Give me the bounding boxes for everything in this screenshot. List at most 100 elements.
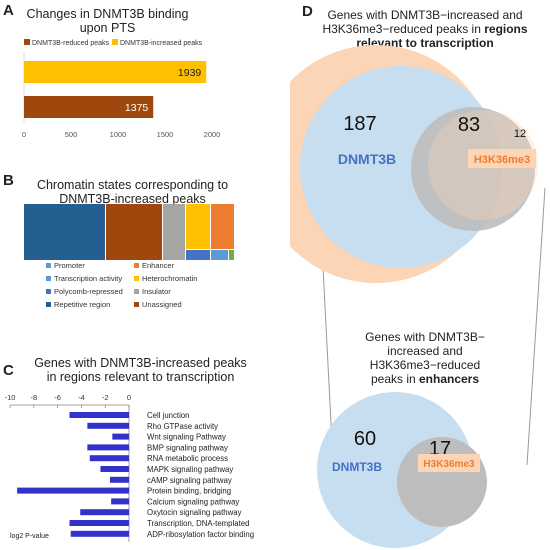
bar-label-a-1: 1375 bbox=[125, 102, 149, 114]
venn1-overlap bbox=[411, 107, 535, 231]
legend-label-a-0: DNMT3B-reduced peaks bbox=[32, 40, 110, 47]
tick-c-3: -4 bbox=[78, 393, 85, 402]
treemap-heterochromatin bbox=[186, 204, 210, 249]
category-label-c-6: cAMP signaling pathway bbox=[147, 476, 232, 485]
panel-d-top-title-line2b: regions bbox=[484, 22, 528, 36]
legend-label-b-left-1: Transcription activity bbox=[54, 274, 122, 283]
tick-a-2: 1000 bbox=[110, 130, 127, 139]
category-label-c-11: ADP-ribosylation factor binding bbox=[147, 530, 254, 539]
legend-label-b-right-0: Enhancer bbox=[142, 261, 175, 270]
panel-d-bottom-title-line1: Genes with DNMT3B− bbox=[365, 330, 485, 344]
legend-label-b-left-3: Repetitive region bbox=[54, 300, 110, 309]
treemap-repetitive bbox=[229, 250, 234, 260]
treemap-polycomb bbox=[186, 250, 210, 260]
category-label-c-10: Transcription, DNA-templated bbox=[147, 519, 249, 528]
tick-a-0: 0 bbox=[22, 130, 26, 139]
bar-c-5 bbox=[100, 466, 129, 472]
treemap-enhancer bbox=[106, 204, 162, 260]
tick-a-4: 2000 bbox=[204, 130, 221, 139]
legend-label-b-right-3: Unassigned bbox=[142, 300, 182, 309]
panel-c-chart: -10 -8 -6 -4 -2 0 Cell junction Rho GTPase acti… bbox=[5, 393, 254, 542]
category-label-c-7: Protein binding, bridging bbox=[147, 487, 231, 496]
venn2-dnmt3b-label: DNMT3B bbox=[332, 460, 382, 474]
panel-a-title-line2: upon PTS bbox=[79, 21, 136, 35]
category-label-c-5: MAPK signaling pathway bbox=[147, 465, 233, 474]
category-label-c-1: Rho GTPase activity bbox=[147, 422, 218, 431]
panel-d-bottom-title-line4a: peaks in bbox=[370, 372, 419, 386]
panel-b-title-line1: Chromatin states corresponding to bbox=[36, 178, 229, 192]
bar-c-7 bbox=[17, 487, 129, 494]
legend-swatch-b-right-2 bbox=[134, 289, 139, 294]
panel-b-chart: Promoter Transcription activity Polycomb-r… bbox=[24, 204, 234, 309]
bar-c-3 bbox=[87, 444, 129, 451]
tick-a-3: 1500 bbox=[157, 130, 174, 139]
legend-swatch-b-right-1 bbox=[134, 276, 139, 281]
legend-swatch-a-0 bbox=[24, 39, 30, 45]
legend-swatch-a-1 bbox=[112, 39, 118, 45]
legend-label-b-left-0: Promoter bbox=[54, 261, 85, 270]
legend-swatch-b-right-0 bbox=[134, 263, 139, 268]
venn1-h3-only-count: 12 bbox=[514, 128, 526, 140]
legend-swatch-b-right-3 bbox=[134, 302, 139, 307]
panel-c-letter: C bbox=[3, 362, 14, 379]
panel-d-top-title: Genes with DNMT3B−increased and H3K36me3… bbox=[300, 8, 550, 50]
treemap-promoter bbox=[24, 204, 105, 260]
legend-swatch-b-left-3 bbox=[46, 302, 51, 307]
panel-b-title: Chromatin states corresponding to DNMT3B… bbox=[20, 178, 245, 206]
panel-d-top-title-line1: Genes with DNMT3B−increased and bbox=[327, 8, 523, 22]
category-label-c-8: Calcium signaling pathway bbox=[147, 497, 239, 506]
bar-c-10 bbox=[69, 520, 129, 526]
venn1-dnmt3b-only-count: 187 bbox=[343, 113, 376, 135]
venn1-dnmt3b-label: DNMT3B bbox=[338, 151, 396, 167]
panel-d-bottom-title-line3: H3K36me3−reduced bbox=[369, 358, 481, 372]
legend-swatch-b-left-0 bbox=[46, 263, 51, 268]
category-label-c-3: BMP signaling pathway bbox=[147, 443, 228, 452]
tick-c-1: -8 bbox=[30, 393, 37, 402]
bar-a-0 bbox=[24, 61, 207, 83]
legend-label-b-right-1: Heterochromatin bbox=[142, 274, 197, 283]
panel-c-title-line1: Genes with DNMT3B-increased peaks bbox=[34, 356, 247, 370]
bar-c-11 bbox=[70, 530, 129, 537]
panel-d-bottom-title-line4b: enhancers bbox=[419, 372, 480, 386]
category-label-c-2: Wnt signaling Pathway bbox=[147, 433, 226, 442]
bar-c-6 bbox=[109, 476, 129, 483]
bar-c-1 bbox=[87, 422, 129, 429]
tick-c-5: 0 bbox=[127, 393, 131, 402]
panel-a-letter: A bbox=[3, 2, 14, 19]
venn1-both-count: 83 bbox=[458, 114, 480, 136]
legend-swatch-b-left-2 bbox=[46, 289, 51, 294]
legend-label-b-left-2: Polycomb-repressed bbox=[54, 287, 123, 296]
legend-label-b-right-2: Insulator bbox=[142, 287, 171, 296]
panel-c-title-line2: in regions relevant to transcription bbox=[46, 370, 235, 384]
venn2-h3-label: H3K36me3 bbox=[423, 459, 475, 470]
legend-swatch-b-left-1 bbox=[46, 276, 51, 281]
tick-c-4: -2 bbox=[102, 393, 109, 402]
venn1-h3-label: H3K36me3 bbox=[474, 154, 530, 166]
treemap-unassigned bbox=[211, 204, 234, 249]
bar-c-4 bbox=[89, 455, 129, 462]
bar-a-1 bbox=[24, 96, 154, 118]
bar-c-9 bbox=[80, 509, 129, 516]
bar-c-2 bbox=[112, 433, 129, 440]
panel-a-title-line1: Changes in DNMT3B binding bbox=[26, 7, 189, 21]
panel-a-chart: DNMT3B-reduced peaks DNMT3B-increased pea… bbox=[22, 39, 221, 139]
bar-label-a-0: 1939 bbox=[178, 67, 202, 79]
category-label-c-0: Cell junction bbox=[147, 411, 189, 420]
category-label-c-9: Oxytocin signaling pathway bbox=[147, 508, 242, 517]
tick-c-0: -10 bbox=[5, 393, 16, 402]
panel-d-top-title-line2a: H3K36me3−reduced peaks in bbox=[322, 22, 485, 36]
panel-a-title: Changes in DNMT3B binding upon PTS bbox=[0, 7, 215, 35]
venn1-h3-label-bg bbox=[468, 149, 536, 168]
category-label-c-4: RNA metabolic process bbox=[147, 454, 228, 463]
panel-b-title-line2: DNMT3B-increased peaks bbox=[59, 192, 206, 206]
panel-c-title: Genes with DNMT3B-increased peaks in reg… bbox=[18, 356, 263, 384]
bar-c-0 bbox=[69, 412, 129, 418]
panel-d-letter: D bbox=[302, 3, 313, 20]
venn2-h3-label-bg bbox=[418, 454, 480, 472]
xlabel-c: log2 P-value bbox=[10, 533, 49, 540]
panel-d-bottom-title: Genes with DNMT3B− increased and H3K36me… bbox=[330, 330, 520, 386]
legend-label-a-1: DNMT3B-increased peaks bbox=[120, 40, 203, 47]
tick-a-1: 500 bbox=[65, 130, 78, 139]
tick-c-2: -6 bbox=[54, 393, 61, 402]
